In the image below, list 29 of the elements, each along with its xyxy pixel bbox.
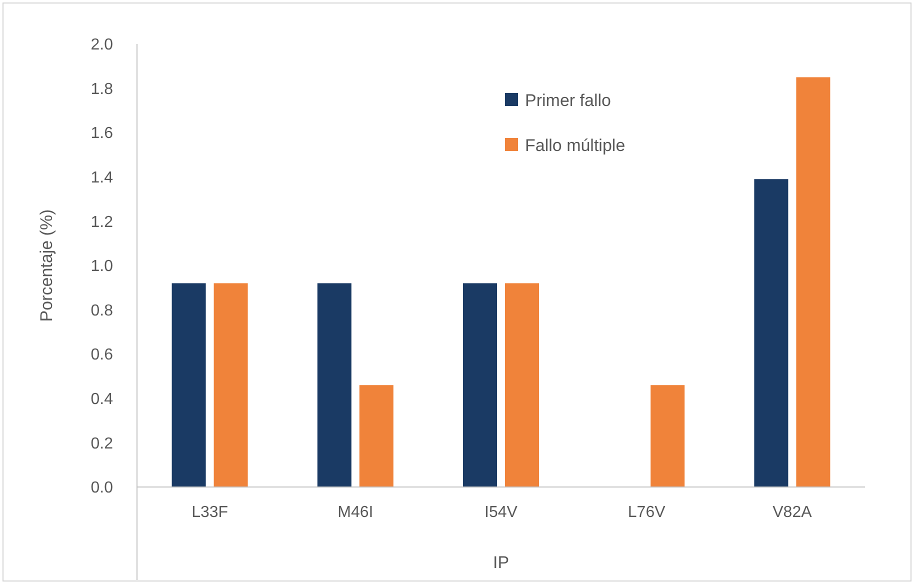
y-tick-label: 0.8 <box>90 302 114 320</box>
bar <box>650 385 685 487</box>
x-tick-label: I54V <box>484 504 518 521</box>
x-tick-label: L33F <box>192 504 228 521</box>
y-tick-label: 1.2 <box>90 214 114 231</box>
y-tick-label: 0.6 <box>90 346 114 364</box>
y-tick-label: 2.0 <box>90 36 114 54</box>
bar <box>214 283 248 487</box>
bar <box>317 283 352 487</box>
y-tick-label: 1.4 <box>90 170 114 186</box>
bar <box>505 283 539 487</box>
bar <box>172 283 206 487</box>
y-tick-label: 1.8 <box>90 80 114 98</box>
y-tick-label: 0.4 <box>90 391 114 408</box>
y-tick-label: 1.6 <box>90 125 114 142</box>
x-tick-label: V82A <box>772 504 812 521</box>
legend-label: Fallo múltiple <box>525 136 626 155</box>
bar <box>796 77 830 487</box>
x-tick-label: M46I <box>338 504 374 521</box>
y-tick-label: 0.2 <box>90 435 114 452</box>
bar <box>359 385 394 487</box>
bar <box>463 283 497 487</box>
y-tick-label: 1.0 <box>90 258 114 276</box>
legend-label: Primer fallo <box>525 90 611 110</box>
y-axis-title: Porcentaje (%) <box>37 209 56 322</box>
bar <box>754 179 788 487</box>
y-tick-label: 0.0 <box>90 480 114 497</box>
x-tick-label: L76V <box>628 504 666 521</box>
x-axis-title: IP <box>492 553 510 572</box>
